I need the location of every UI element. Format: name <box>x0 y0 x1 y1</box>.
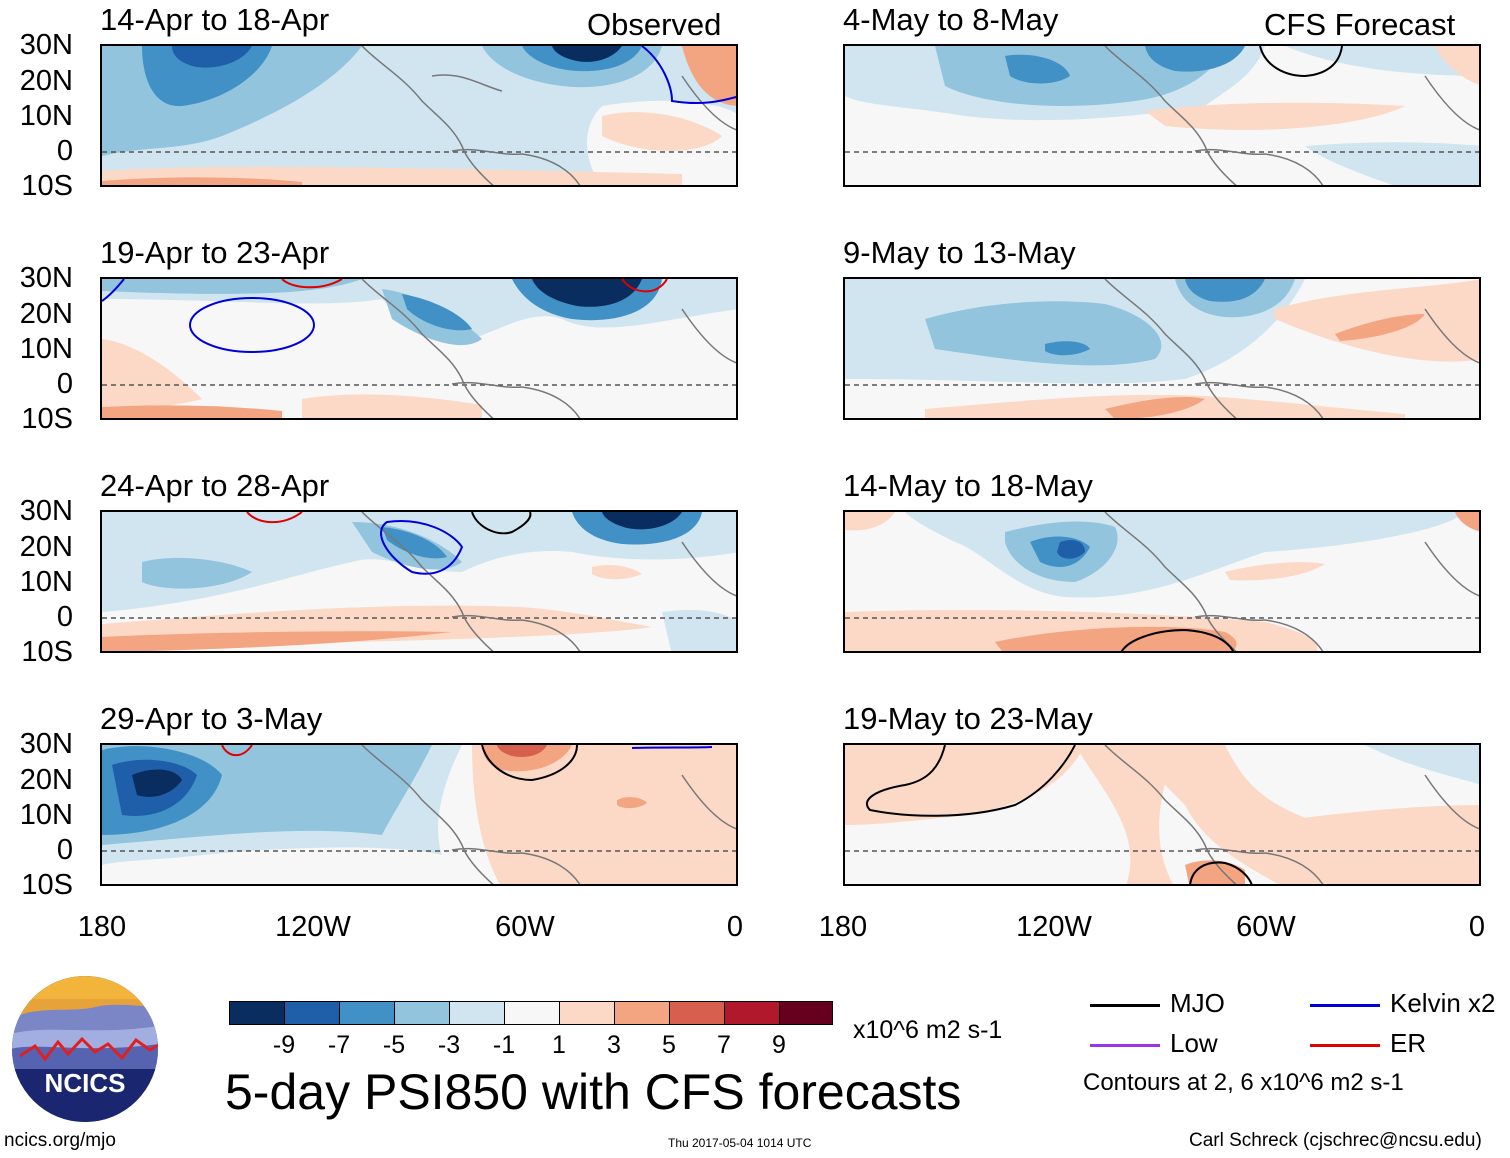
lat-label: 10N <box>19 100 73 132</box>
colorbar-tick: -3 <box>437 1031 461 1059</box>
lat-label: 20N <box>19 65 73 97</box>
lon-label: 180 <box>818 911 868 943</box>
anomaly-field <box>845 46 1479 185</box>
lat-label: 20N <box>19 298 73 330</box>
colorbar-tick: 7 <box>717 1031 731 1059</box>
anomaly-field <box>102 46 736 185</box>
map-panel-observed-3 <box>100 510 738 653</box>
lon-label: 120W <box>275 911 351 943</box>
lat-label: 20N <box>19 531 73 563</box>
colorbar-tick: 9 <box>772 1031 786 1059</box>
lat-label: 30N <box>19 728 73 760</box>
footer-timestamp: Thu 2017-05-04 1014 UTC <box>668 1136 812 1150</box>
colorbar-tick: -9 <box>272 1031 296 1059</box>
anomaly-field <box>845 745 1479 884</box>
lat-label: 10S <box>21 636 73 668</box>
panel-title-fcst-2: 9-May to 13-May <box>843 235 1076 270</box>
colorbar-cell <box>449 1001 505 1025</box>
legend-label-er: ER <box>1390 1028 1427 1058</box>
lat-label: 30N <box>19 262 73 294</box>
panel-title-fcst-1: 4-May to 8-May <box>843 2 1059 37</box>
panel-title-fcst-4: 19-May to 23-May <box>843 701 1093 736</box>
panel-title-obs-2: 19-Apr to 23-Apr <box>100 235 330 270</box>
panel-title-obs-4: 29-Apr to 3-May <box>100 701 323 736</box>
anomaly-field <box>102 745 736 884</box>
lat-label: 10S <box>21 869 73 901</box>
footer-author: Carl Schreck (cjschrec@ncsu.edu) <box>1189 1130 1482 1151</box>
anomaly-field <box>102 512 736 651</box>
colorbar-cell <box>559 1001 615 1025</box>
lat-label: 0 <box>56 368 73 400</box>
lat-label: 30N <box>19 29 73 61</box>
map-panel-forecast-4 <box>843 743 1481 886</box>
ncics-logo: NCICS <box>10 974 160 1124</box>
ncics-logo-icon: NCICS <box>12 976 158 1122</box>
map-panel-observed-4 <box>100 743 738 886</box>
lat-label: 10N <box>19 333 73 365</box>
colorbar-tick: -1 <box>492 1031 516 1059</box>
colorbar-cell <box>614 1001 670 1025</box>
footer-url[interactable]: ncics.org/mjo <box>4 1130 116 1151</box>
lat-label: 10N <box>19 799 73 831</box>
lat-label: 10S <box>21 170 73 202</box>
legend-label-low: Low <box>1170 1028 1218 1058</box>
colorbar-cell <box>339 1001 395 1025</box>
main-title: 5-day PSI850 with CFS forecasts <box>225 1064 962 1120</box>
legend-line-low <box>1090 1044 1160 1047</box>
colorbar-tick: -7 <box>327 1031 351 1059</box>
colorbar-cell <box>669 1001 725 1025</box>
lon-label: 60W <box>495 911 555 943</box>
map-panel-forecast-2 <box>843 277 1481 420</box>
colorbar <box>229 1001 833 1025</box>
map-panel-forecast-3 <box>843 510 1481 653</box>
colorbar-cell <box>394 1001 450 1025</box>
anomaly-field <box>845 512 1479 651</box>
colorbar-tick: 3 <box>607 1031 621 1059</box>
lat-label: 0 <box>56 601 73 633</box>
lon-label: 0 <box>726 911 744 943</box>
lon-label: 0 <box>1468 911 1486 943</box>
map-panel-observed-1 <box>100 44 738 187</box>
legend-line-mjo <box>1090 1004 1160 1007</box>
map-panel-observed-2 <box>100 277 738 420</box>
lat-label: 20N <box>19 764 73 796</box>
panel-title-obs-1: 14-Apr to 18-Apr <box>100 2 330 37</box>
lat-label: 10S <box>21 403 73 435</box>
lon-label: 180 <box>77 911 127 943</box>
colorbar-cell <box>724 1001 780 1025</box>
colorbar-cell <box>504 1001 560 1025</box>
legend-label-mjo: MJO <box>1170 988 1225 1018</box>
lat-label: 10N <box>19 566 73 598</box>
colorbar-tick: 5 <box>662 1031 676 1059</box>
colorbar-cell <box>229 1001 285 1025</box>
panel-title-fcst-3: 14-May to 18-May <box>843 468 1093 503</box>
colorbar-cell <box>779 1001 833 1025</box>
colorbar-cell <box>284 1001 340 1025</box>
lon-label: 120W <box>1016 911 1092 943</box>
colorbar-tick: -5 <box>382 1031 406 1059</box>
legend-line-er <box>1310 1044 1380 1047</box>
lat-label: 0 <box>56 135 73 167</box>
colorbar-tick: 1 <box>552 1031 566 1059</box>
contours-note: Contours at 2, 6 x10^6 m2 s-1 <box>1083 1069 1404 1096</box>
legend-label-kelvin: Kelvin x2 <box>1390 988 1496 1018</box>
panel-title-obs-3: 24-Apr to 28-Apr <box>100 468 330 503</box>
lat-label: 30N <box>19 495 73 527</box>
anomaly-field <box>845 279 1479 418</box>
observed-label: Observed <box>587 7 722 42</box>
forecast-label: CFS Forecast <box>1264 7 1456 42</box>
map-panel-forecast-1 <box>843 44 1481 187</box>
lon-label: 60W <box>1236 911 1296 943</box>
logo-text: NCICS <box>45 1068 126 1098</box>
lat-label: 0 <box>56 834 73 866</box>
legend-line-kelvin <box>1310 1004 1380 1007</box>
colorbar-units: x10^6 m2 s-1 <box>853 1016 1003 1044</box>
anomaly-field <box>102 279 736 418</box>
